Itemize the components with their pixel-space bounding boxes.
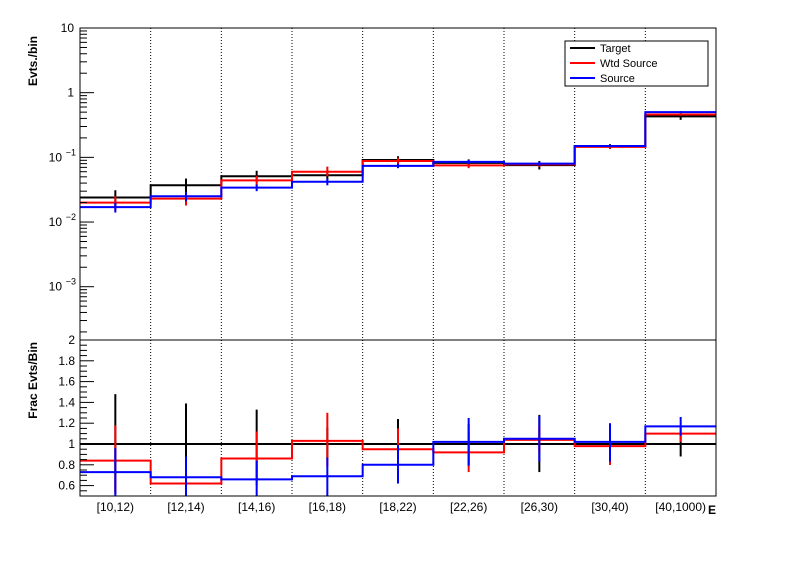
x-category-label: [40,1000): [655, 500, 706, 514]
top-y-tick-exponent: −1: [66, 147, 76, 157]
label-layer: Evts./bin Frac Evts/Bin E [10,12) [12,14)…: [26, 36, 716, 517]
x-category-label: [18,22): [379, 500, 416, 514]
top-y-tick-label: 10: [49, 150, 63, 164]
bottom-y-axis-title: Frac Evts/Bin: [26, 342, 40, 419]
bottom-y-tick-label: 1.6: [58, 375, 75, 389]
bottom-y-tick-label: 1.4: [58, 395, 75, 409]
top-y-tick-label: 10: [49, 215, 63, 229]
top-y-tick-label: 10: [49, 280, 63, 294]
x-category-label: [10,12): [97, 500, 134, 514]
bottom-y-tick-label: 0.6: [58, 479, 75, 493]
legend-entry-label: Source: [600, 73, 635, 85]
bottom-y-tick-label: 2: [68, 333, 75, 347]
legend-entry-label: Wtd Source: [600, 58, 657, 70]
top-y-tick-label: 1: [67, 86, 74, 100]
x-category-label: [14,16): [238, 500, 275, 514]
top-y-axis-title: Evts./bin: [26, 36, 40, 86]
bottom-y-tick-label: 1: [68, 437, 75, 451]
x-category-label: [26,30): [521, 500, 558, 514]
top-y-tick-exponent: −2: [66, 212, 76, 222]
x-category-label: [16,18): [309, 500, 346, 514]
x-category-label: [12,14): [167, 500, 204, 514]
top-y-tick-exponent: −3: [66, 277, 76, 287]
bottom-y-tick-label: 1.8: [58, 354, 75, 368]
series-layer: [80, 111, 716, 496]
top-y-tick-label: 10: [61, 21, 75, 35]
bottom-y-tick-label: 1.2: [58, 416, 75, 430]
x-category-label: [30,40): [591, 500, 628, 514]
bottom-y-tick-label: 0.8: [58, 458, 75, 472]
x-axis-title: E: [708, 503, 716, 517]
legend: Target Wtd Source Source: [564, 40, 709, 87]
x-category-label: [22,26): [450, 500, 487, 514]
legend-entry-label: Target: [600, 43, 631, 55]
